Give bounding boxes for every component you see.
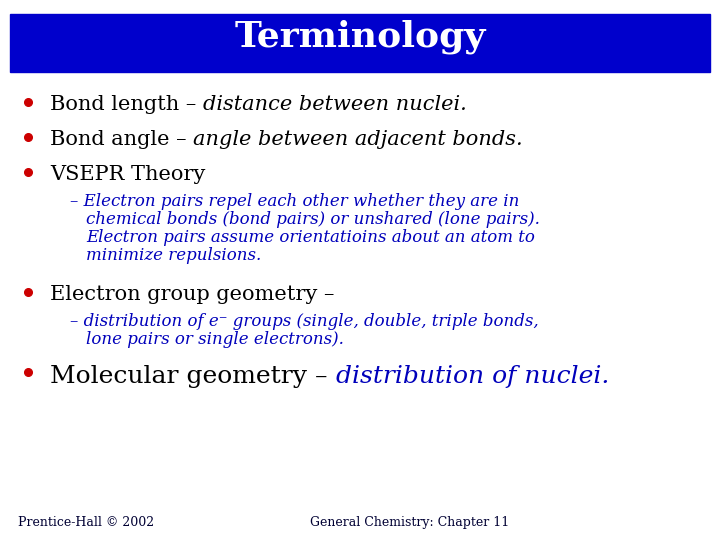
Text: Molecular geometry –: Molecular geometry –: [50, 365, 336, 388]
Text: minimize repulsions.: minimize repulsions.: [86, 247, 261, 264]
Text: distribution of nuclei.: distribution of nuclei.: [336, 365, 609, 388]
Text: chemical bonds (bond pairs) or unshared (lone pairs).: chemical bonds (bond pairs) or unshared …: [86, 211, 540, 228]
Text: General Chemistry: Chapter 11: General Chemistry: Chapter 11: [310, 516, 509, 529]
Text: angle between adjacent bonds.: angle between adjacent bonds.: [193, 130, 523, 149]
Bar: [10, 14, 710, 72]
Text: Electron pairs assume orientatioins about an atom to: Electron pairs assume orientatioins abou…: [86, 229, 535, 246]
Text: Bond angle –: Bond angle –: [50, 130, 193, 149]
Text: – Electron pairs repel each other whether they are in: – Electron pairs repel each other whethe…: [70, 193, 519, 210]
Text: Electron group geometry –: Electron group geometry –: [50, 285, 341, 304]
Text: distance between nuclei.: distance between nuclei.: [203, 95, 467, 114]
Text: VSEPR Theory: VSEPR Theory: [50, 165, 205, 184]
Text: Prentice-Hall © 2002: Prentice-Hall © 2002: [18, 516, 154, 529]
Text: Bond length –: Bond length –: [50, 95, 203, 114]
Text: Terminology: Terminology: [234, 20, 486, 54]
Text: lone pairs or single electrons).: lone pairs or single electrons).: [86, 331, 344, 348]
Text: – distribution of e⁻ groups (single, double, triple bonds,: – distribution of e⁻ groups (single, dou…: [70, 313, 539, 330]
